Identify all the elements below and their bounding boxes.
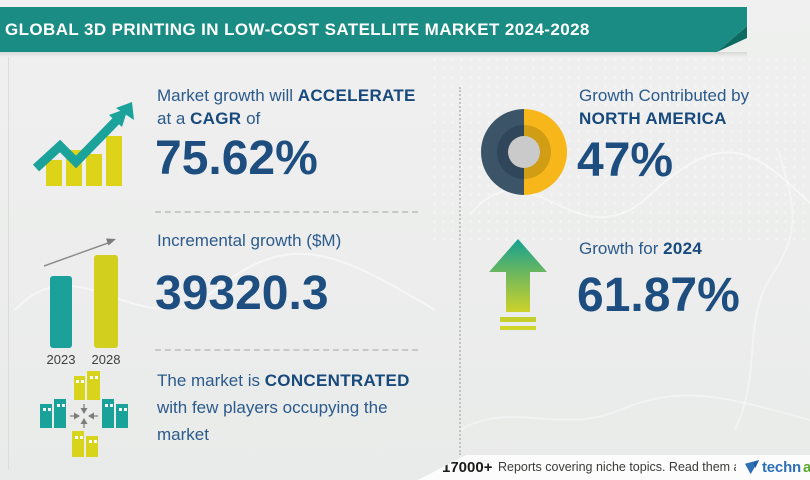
brand-text-blue: techn xyxy=(762,459,802,476)
concentration-prefix: The market is xyxy=(157,371,260,390)
cagr-line1-highlight: ACCELERATE xyxy=(297,86,416,105)
header-ribbon: GLOBAL 3D PRINTING IN LOW-COST SATELLITE… xyxy=(0,7,747,52)
region-contribution-value: 47% xyxy=(577,134,674,187)
dashed-divider-1 xyxy=(155,211,418,213)
region-label: Growth Contributed by xyxy=(579,86,750,105)
growth-2024-label: Growth for xyxy=(579,239,659,258)
page-title: GLOBAL 3D PRINTING IN LOW-COST SATELLITE… xyxy=(5,20,590,39)
growth-2024-statement: Growth for 2024 xyxy=(579,237,702,260)
incremental-growth-value: 39320.3 xyxy=(155,267,329,320)
year-comparison-bars-icon xyxy=(43,238,118,348)
growth-2024-year: 2024 xyxy=(663,239,703,258)
concentration-statement: The market is CONCENTRATED with few play… xyxy=(157,367,442,448)
cagr-line1-prefix: Market growth will xyxy=(157,86,294,105)
cagr-value: 75.62% xyxy=(155,132,318,185)
brand-text-green: avio xyxy=(803,459,810,476)
left-edge-rule xyxy=(8,57,9,470)
cagr-line-2: at a CAGR of xyxy=(157,107,457,130)
growth-2024-value: 61.87% xyxy=(577,269,740,322)
growth-trend-icon xyxy=(32,102,134,186)
year-label-start: 2023 xyxy=(46,352,76,367)
incremental-growth-label: Incremental growth ($M) xyxy=(157,231,342,250)
cagr-line2-highlight: CAGR xyxy=(190,109,242,128)
footer-strip: 17000+ Reports covering niche topics. Re… xyxy=(418,455,810,480)
region-statement: Growth Contributed by NORTH AMERICA xyxy=(579,84,809,130)
technavio-logo-icon xyxy=(745,460,760,475)
technavio-brand-link[interactable]: techn avio xyxy=(740,457,810,478)
market-concentration-icon xyxy=(40,371,128,457)
concentration-suffix: with few players occupying the market xyxy=(157,398,388,444)
concentration-highlight: CONCENTRATED xyxy=(264,371,410,390)
column-dotted-divider xyxy=(459,87,461,455)
cagr-statement: Market growth will ACCELERATE at a CAGR … xyxy=(157,84,457,130)
region-name: NORTH AMERICA xyxy=(579,109,727,128)
cagr-line-1: Market growth will ACCELERATE xyxy=(157,84,457,107)
cagr-line2-prefix: at a xyxy=(157,109,186,128)
dashed-divider-2 xyxy=(155,349,418,351)
ribbon-shadow xyxy=(0,52,747,57)
reports-count: 17000+ xyxy=(442,459,493,476)
up-arrow-icon xyxy=(489,239,547,330)
half-donut-chart-icon xyxy=(481,109,567,195)
cagr-line2-suffix: of xyxy=(246,109,261,128)
footer-tagline: Reports covering niche topics. Read them… xyxy=(498,460,736,474)
year-label-end: 2028 xyxy=(91,352,121,367)
